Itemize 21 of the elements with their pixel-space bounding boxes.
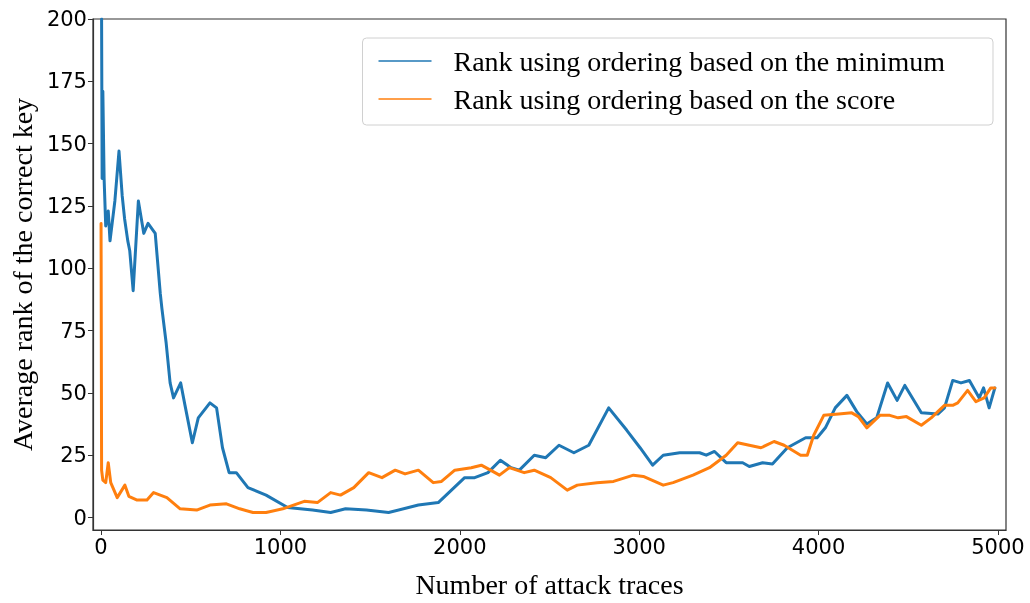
x-tick-label: 5000 <box>971 534 1025 559</box>
x-tick-label: 1000 <box>253 534 308 559</box>
line-series <box>99 221 997 515</box>
y-tick-label: 50 <box>60 380 87 405</box>
x-tick-label: 2000 <box>433 534 487 559</box>
y-tick-label: 150 <box>46 131 87 156</box>
y-tick-label: 125 <box>46 193 87 218</box>
legend-label: Rank using ordering based on the score <box>453 83 896 115</box>
y-tick-label: 200 <box>46 7 87 31</box>
x-tick-label: 0 <box>94 534 108 559</box>
y-tick-label: 75 <box>60 318 87 343</box>
line-series <box>100 17 997 515</box>
y-axis-title: Average rank of the correct key <box>6 97 38 452</box>
y-tick-label: 0 <box>73 505 87 530</box>
y-tick-label: 100 <box>46 256 87 281</box>
x-tick-label: 3000 <box>612 534 666 559</box>
x-axis-title: Number of attack traces <box>415 568 684 600</box>
y-tick-label: 175 <box>46 69 87 94</box>
legend-label: Rank using ordering based on the minimum <box>453 45 946 77</box>
y-tick-label: 25 <box>60 443 87 468</box>
x-tick-label: 4000 <box>791 534 846 559</box>
